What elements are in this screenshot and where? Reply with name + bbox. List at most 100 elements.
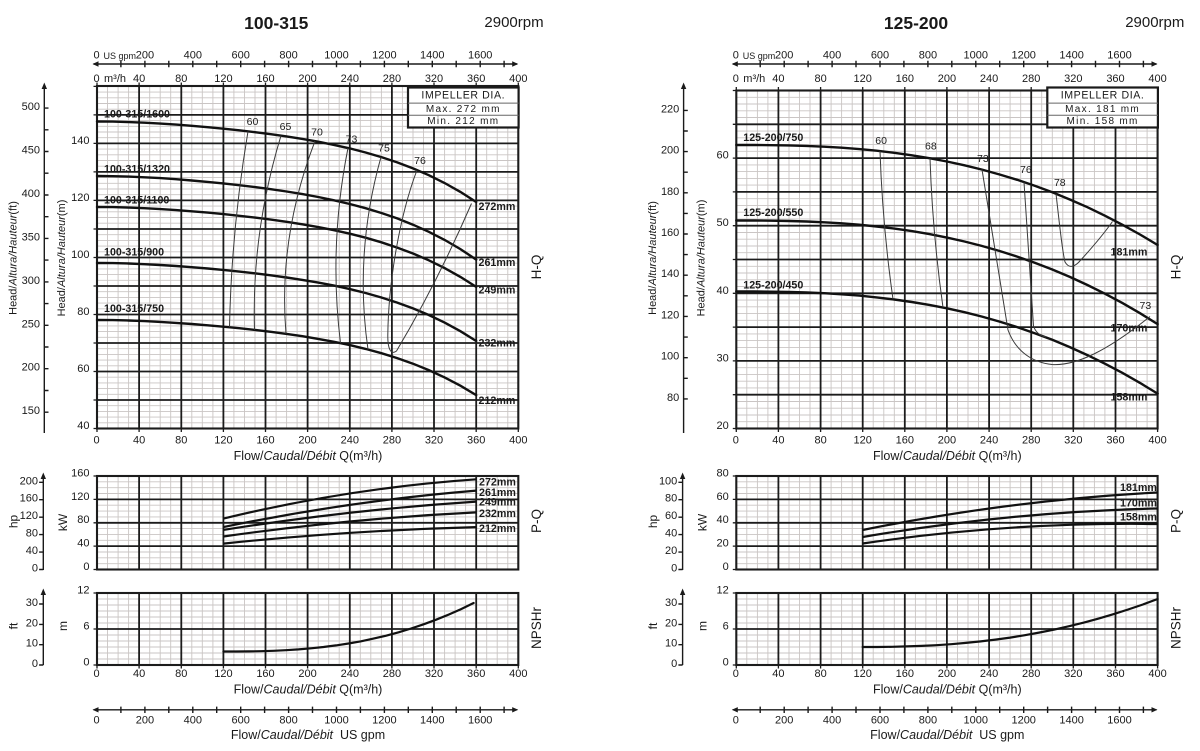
svg-text:40: 40: [77, 420, 89, 432]
svg-text:320: 320: [425, 668, 443, 680]
svg-text:73: 73: [977, 153, 989, 165]
svg-text:120: 120: [214, 435, 232, 447]
svg-text:160: 160: [896, 435, 914, 447]
svg-text:232mm: 232mm: [479, 508, 516, 520]
svg-text:Flow/Caudal/Débit Q(m³/h): Flow/Caudal/Débit Q(m³/h): [234, 682, 383, 696]
svg-text:Head/Altura/Hauteur(ft): Head/Altura/Hauteur(ft): [8, 201, 20, 315]
svg-text:kW: kW: [695, 513, 709, 531]
svg-text:160: 160: [20, 493, 38, 505]
svg-text:600: 600: [232, 715, 250, 727]
svg-text:12: 12: [77, 585, 89, 597]
svg-text:m: m: [56, 621, 70, 631]
svg-text:500: 500: [22, 101, 40, 113]
svg-text:200: 200: [22, 362, 40, 374]
svg-text:hp: hp: [7, 515, 21, 529]
svg-text:200: 200: [938, 73, 956, 85]
svg-text:120: 120: [854, 73, 872, 85]
svg-text:H-Q: H-Q: [1168, 255, 1183, 280]
svg-text:400: 400: [1148, 73, 1166, 85]
svg-text:140: 140: [71, 135, 89, 147]
svg-text:100-315: 100-315: [244, 13, 308, 33]
svg-text:100: 100: [659, 475, 677, 487]
svg-text:1200: 1200: [372, 715, 396, 727]
svg-text:12: 12: [717, 585, 729, 597]
svg-text:100: 100: [71, 249, 89, 261]
svg-text:1600: 1600: [468, 50, 492, 62]
svg-text:H-Q: H-Q: [529, 255, 544, 280]
svg-text:20: 20: [717, 420, 729, 432]
svg-text:0: 0: [723, 561, 729, 573]
svg-text:40: 40: [717, 285, 729, 297]
svg-text:300: 300: [22, 275, 40, 287]
svg-text:120: 120: [661, 309, 679, 321]
svg-text:1000: 1000: [964, 715, 988, 727]
svg-text:60: 60: [247, 116, 259, 128]
svg-text:360: 360: [1106, 435, 1124, 447]
svg-text:0: 0: [32, 658, 38, 670]
svg-text:0: 0: [93, 668, 99, 680]
svg-text:280: 280: [383, 435, 401, 447]
svg-text:125-200/450: 125-200/450: [743, 280, 803, 292]
svg-text:Head/Altura/Hauteur(ft): Head/Altura/Hauteur(ft): [647, 201, 659, 315]
svg-text:240: 240: [341, 435, 359, 447]
svg-text:m³/h: m³/h: [743, 73, 765, 85]
svg-text:1200: 1200: [1011, 50, 1035, 62]
svg-text:100-315/900: 100-315/900: [104, 247, 164, 259]
svg-text:0: 0: [93, 73, 99, 85]
svg-text:1200: 1200: [1011, 715, 1035, 727]
svg-text:40: 40: [717, 514, 729, 526]
svg-text:360: 360: [1106, 668, 1124, 680]
svg-text:158mm: 158mm: [1120, 512, 1157, 524]
svg-text:261mm: 261mm: [479, 487, 516, 499]
svg-text:320: 320: [425, 435, 443, 447]
svg-text:200: 200: [775, 50, 793, 62]
svg-text:400: 400: [823, 50, 841, 62]
svg-text:320: 320: [425, 73, 443, 85]
svg-text:320: 320: [1064, 73, 1082, 85]
svg-text:40: 40: [133, 435, 145, 447]
svg-text:100: 100: [661, 351, 679, 363]
svg-text:m³/h: m³/h: [104, 73, 126, 85]
svg-text:280: 280: [1022, 435, 1040, 447]
svg-text:0: 0: [671, 563, 677, 575]
svg-text:0: 0: [32, 563, 38, 575]
svg-text:181mm: 181mm: [1120, 482, 1157, 494]
svg-text:80: 80: [175, 668, 187, 680]
svg-text:120: 120: [214, 668, 232, 680]
svg-text:200: 200: [938, 435, 956, 447]
svg-text:0: 0: [733, 668, 739, 680]
svg-text:1400: 1400: [1059, 715, 1083, 727]
svg-text:80: 80: [26, 528, 38, 540]
svg-text:600: 600: [871, 715, 889, 727]
svg-text:240: 240: [341, 668, 359, 680]
svg-text:600: 600: [871, 50, 889, 62]
svg-text:Max. 272 mm: Max. 272 mm: [426, 104, 501, 115]
svg-text:IMPELLER DIA.: IMPELLER DIA.: [1061, 90, 1145, 102]
svg-text:Flow/Caudal/Débit Q(m³/h): Flow/Caudal/Débit Q(m³/h): [873, 682, 1022, 696]
svg-text:600: 600: [232, 50, 250, 62]
svg-text:80: 80: [77, 306, 89, 318]
svg-text:Min. 158 mm: Min. 158 mm: [1067, 116, 1139, 127]
svg-text:80: 80: [814, 435, 826, 447]
svg-text:100-315/750: 100-315/750: [104, 303, 164, 315]
svg-text:40: 40: [772, 435, 784, 447]
svg-text:1600: 1600: [468, 715, 492, 727]
svg-text:120: 120: [71, 491, 89, 503]
svg-text:240: 240: [980, 73, 998, 85]
svg-text:360: 360: [467, 668, 485, 680]
svg-text:249mm: 249mm: [479, 285, 516, 297]
svg-text:76: 76: [414, 155, 426, 167]
svg-text:73: 73: [1140, 300, 1152, 312]
svg-text:30: 30: [26, 597, 38, 609]
svg-text:1200: 1200: [372, 50, 396, 62]
svg-text:1400: 1400: [1059, 50, 1083, 62]
svg-text:450: 450: [22, 145, 40, 157]
svg-text:65: 65: [280, 121, 292, 133]
svg-text:75: 75: [378, 143, 390, 155]
svg-text:73: 73: [346, 134, 358, 146]
svg-text:40: 40: [665, 528, 677, 540]
svg-text:80: 80: [77, 514, 89, 526]
svg-text:1400: 1400: [420, 715, 444, 727]
svg-text:ft: ft: [7, 622, 21, 629]
svg-text:ft: ft: [646, 622, 660, 629]
